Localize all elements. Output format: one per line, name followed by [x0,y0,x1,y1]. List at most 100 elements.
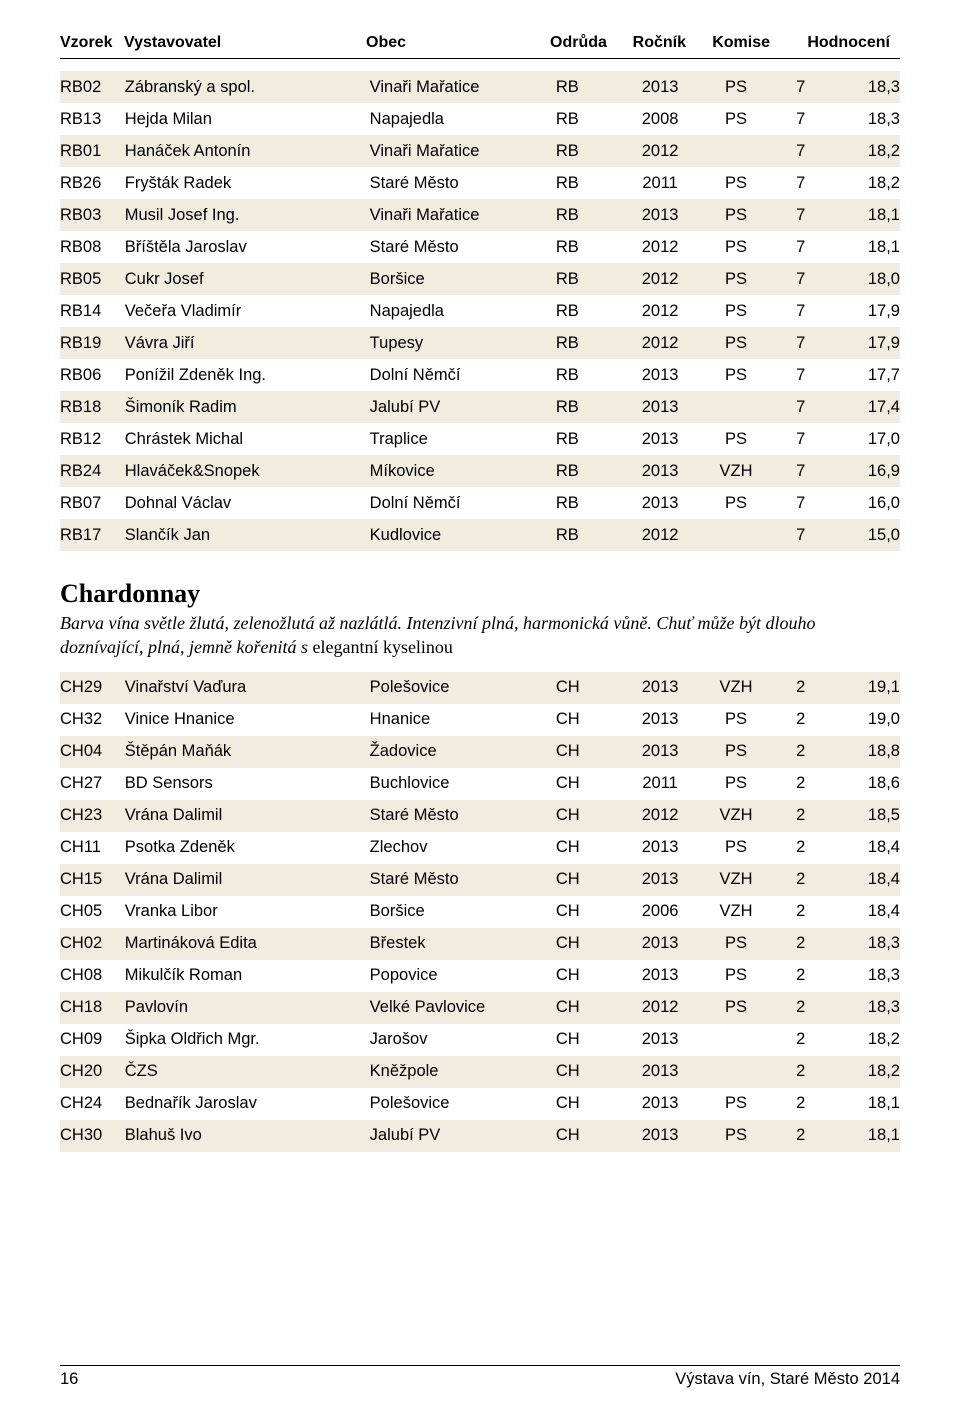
cell-ro: 2013 [627,704,694,736]
cell-ro: 2013 [627,199,694,231]
cell-ob: Polešovice [370,672,556,704]
cell-ro: 2012 [627,295,694,327]
cell-kv: 2 [778,704,823,736]
cell-ob: Napajedla [370,103,556,135]
cell-ho: 19,1 [823,672,900,704]
cell-kv: 7 [778,135,823,167]
cell-vz: RB06 [60,359,125,391]
cell-vz: RB02 [60,71,125,103]
cell-ho: 18,1 [823,231,900,263]
cell-vz: CH30 [60,1120,125,1152]
cell-vy: Psotka Zdeněk [125,832,370,864]
cell-ob: Žadovice [370,736,556,768]
cell-kv: 7 [778,327,823,359]
cell-ob: Staré Město [370,864,556,896]
cell-ko: PS [693,71,778,103]
cell-kv: 7 [778,295,823,327]
cell-ko: PS [693,199,778,231]
cell-ob: Jalubí PV [370,1120,556,1152]
cell-kv: 2 [778,1120,823,1152]
cell-kv: 2 [778,960,823,992]
cell-vy: BD Sensors [125,768,370,800]
cell-ko: PS [693,295,778,327]
table-row: CH09Šipka Oldřich Mgr.JarošovCH2013218,2 [60,1024,900,1056]
cell-od: CH [556,704,627,736]
cell-vz: CH02 [60,928,125,960]
cell-ro: 2013 [627,359,694,391]
cell-vy: Hanáček Antonín [125,135,370,167]
table-row: CH11Psotka ZdeněkZlechovCH2013PS218,4 [60,832,900,864]
cell-kv: 2 [778,1056,823,1088]
cell-vy: Ponížil Zdeněk Ing. [125,359,370,391]
table-row: CH04Štěpán MaňákŽadoviceCH2013PS218,8 [60,736,900,768]
cell-ho: 18,3 [823,960,900,992]
cell-od: RB [556,231,627,263]
cell-ko: PS [693,1088,778,1120]
cell-vz: RB07 [60,487,125,519]
cell-ko: PS [693,359,778,391]
rb-table: RB02Zábranský a spol.Vinaři MařaticeRB20… [60,71,900,551]
cell-ho: 18,4 [823,832,900,864]
cell-ob: Popovice [370,960,556,992]
cell-ko: PS [693,928,778,960]
cell-ob: Boršice [370,263,556,295]
cell-od: CH [556,1088,627,1120]
cell-vz: CH29 [60,672,125,704]
cell-ob: Boršice [370,896,556,928]
cell-ob: Staré Město [370,800,556,832]
cell-vz: RB13 [60,103,125,135]
cell-od: CH [556,992,627,1024]
table-row: RB13Hejda MilanNapajedlaRB2008PS718,3 [60,103,900,135]
cell-vy: Šipka Oldřich Mgr. [125,1024,370,1056]
cell-ho: 18,3 [823,103,900,135]
cell-ro: 2011 [627,167,694,199]
cell-vy: Večeřa Vladimír [125,295,370,327]
table-row: CH23Vrána DalimilStaré MěstoCH2012VZH218… [60,800,900,832]
table-row: CH02Martináková EditaBřestekCH2013PS218,… [60,928,900,960]
cell-ro: 2012 [627,231,694,263]
cell-ob: Kudlovice [370,519,556,551]
cell-ob: Velké Pavlovice [370,992,556,1024]
cell-kv: 7 [778,423,823,455]
cell-ro: 2013 [627,736,694,768]
table-row: RB06Ponížil Zdeněk Ing.Dolní NěmčíRB2013… [60,359,900,391]
cell-ho: 18,4 [823,864,900,896]
cell-od: RB [556,519,627,551]
table-row: RB08Bříštěla JaroslavStaré MěstoRB2012PS… [60,231,900,263]
cell-ho: 18,3 [823,992,900,1024]
cell-vz: RB26 [60,167,125,199]
cell-ko: VZH [693,455,778,487]
cell-ko [693,519,778,551]
cell-kv: 7 [778,167,823,199]
cell-ob: Břestek [370,928,556,960]
cell-ob: Vinaři Mařatice [370,135,556,167]
col-odruda: Odrůda [550,34,620,52]
cell-kv: 2 [778,768,823,800]
cell-od: RB [556,263,627,295]
cell-ob: Napajedla [370,295,556,327]
col-komise: Komise [686,34,770,52]
ch-table: CH29Vinařství VaďuraPolešoviceCH2013VZH2… [60,672,900,1152]
cell-vz: RB19 [60,327,125,359]
cell-vz: CH32 [60,704,125,736]
table-row: CH08Mikulčík RomanPopoviceCH2013PS218,3 [60,960,900,992]
cell-ro: 2012 [627,519,694,551]
cell-ob: Traplice [370,423,556,455]
table-row: RB02Zábranský a spol.Vinaři MařaticeRB20… [60,71,900,103]
cell-ko: PS [693,960,778,992]
cell-ho: 18,2 [823,167,900,199]
cell-ob: Polešovice [370,1088,556,1120]
cell-od: RB [556,71,627,103]
table-row: CH27BD SensorsBuchloviceCH2011PS218,6 [60,768,900,800]
cell-ro: 2013 [627,1056,694,1088]
cell-ho: 18,1 [823,1120,900,1152]
cell-kv: 7 [778,455,823,487]
cell-kv: 2 [778,800,823,832]
cell-ho: 17,9 [823,327,900,359]
section-desc: Barva vína světle žlutá, zelenožlutá až … [60,611,900,660]
cell-vz: RB12 [60,423,125,455]
cell-od: CH [556,1024,627,1056]
cell-ro: 2011 [627,768,694,800]
cell-od: RB [556,391,627,423]
table-row: RB26Fryšták RadekStaré MěstoRB2011PS718,… [60,167,900,199]
